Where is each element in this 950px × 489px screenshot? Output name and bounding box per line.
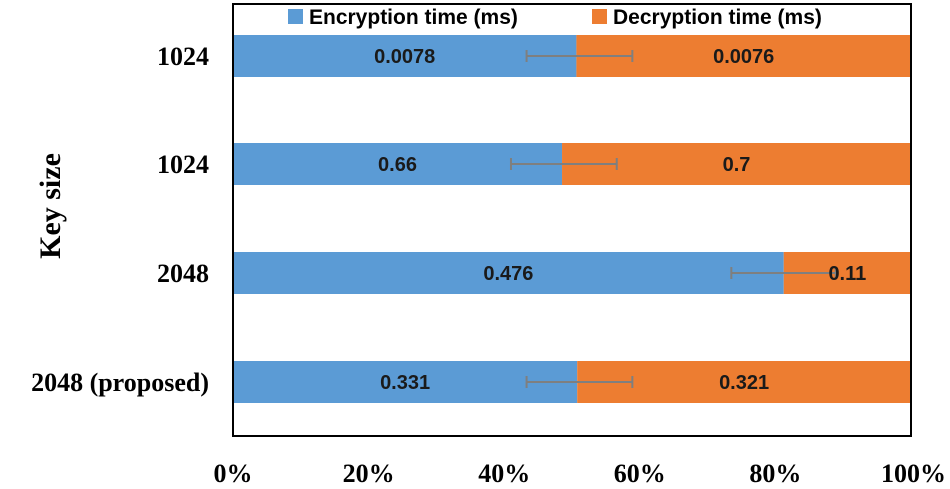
x-tick-label-2: 40% xyxy=(478,459,530,488)
y-tick-label-3: 2048 (proposed) xyxy=(31,368,209,397)
error-bar-2 xyxy=(730,267,837,279)
x-tick-label-1: 20% xyxy=(343,459,395,488)
legend-swatch-1 xyxy=(592,9,607,24)
plot-area-frame xyxy=(232,3,912,437)
y-tick-label-2: 2048 xyxy=(157,259,209,288)
y-tick-label-0: 1024 xyxy=(157,42,209,71)
legend-swatch-0 xyxy=(288,9,303,24)
y-tick-labels: 1024 1024 2048 2048 (proposed) xyxy=(31,42,209,397)
bar-encryption-2 xyxy=(233,252,784,294)
x-tick-labels: 0% 20% 40% 60% 80% 100% xyxy=(214,459,947,488)
data-labels-layer: 0.0078 0.0076 0.66 0.7 0.476 0.11 0.331 0.321 xyxy=(374,46,866,394)
bar-decryption-1 xyxy=(562,143,911,185)
x-tick-label-5: 100% xyxy=(881,459,946,488)
error-bars-layer xyxy=(509,50,837,388)
x-tick-label-0: 0% xyxy=(214,459,253,488)
data-label-encryption-3: 0.331 xyxy=(380,372,430,394)
error-bar-3 xyxy=(525,376,634,388)
data-label-encryption-2: 0.476 xyxy=(483,263,533,285)
data-label-decryption-2: 0.11 xyxy=(828,263,866,285)
y-axis-title: Key size xyxy=(34,153,67,259)
data-label-encryption-0: 0.0078 xyxy=(374,46,435,68)
legend: Encryption time (ms) Decryption time (ms) xyxy=(288,6,822,29)
y-tick-label-1: 1024 xyxy=(157,150,209,179)
legend-item-1: Decryption time (ms) xyxy=(592,6,822,29)
data-label-decryption-3: 0.321 xyxy=(719,372,769,394)
x-tick-label-4: 80% xyxy=(749,459,801,488)
bar-encryption-0 xyxy=(233,35,577,77)
data-label-decryption-1: 0.7 xyxy=(723,154,751,176)
bar-encryption-3 xyxy=(233,361,578,403)
data-label-decryption-0: 0.0076 xyxy=(713,46,774,68)
legend-item-0: Encryption time (ms) xyxy=(288,6,518,29)
x-tick-label-3: 60% xyxy=(614,459,666,488)
error-bar-1 xyxy=(509,158,618,170)
bar-encryption-1 xyxy=(233,143,563,185)
legend-label-1: Decryption time (ms) xyxy=(613,6,822,29)
error-bar-0 xyxy=(525,50,634,62)
data-label-encryption-1: 0.66 xyxy=(378,154,417,176)
legend-label-0: Encryption time (ms) xyxy=(309,6,518,29)
